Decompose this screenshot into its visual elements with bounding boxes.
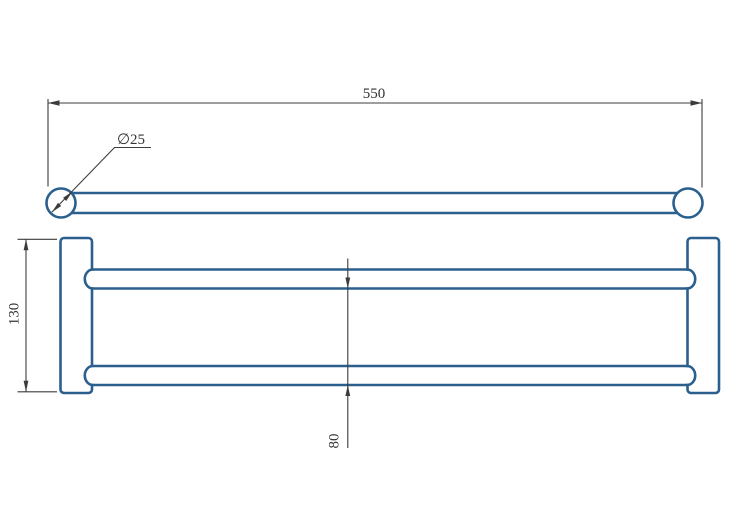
spacing-arrowhead-up-icon <box>345 385 351 396</box>
arrowhead-right-icon <box>690 100 702 106</box>
dimension-label-diameter: ∅25 <box>117 132 145 148</box>
arrowhead-up-icon <box>23 239 29 251</box>
rail-collar-right-bottom <box>687 364 697 387</box>
dimension-label-length: 550 <box>363 86 386 102</box>
arrowhead-left-icon <box>48 100 60 106</box>
rail-collar-left-bottom <box>83 364 93 387</box>
rail-collar-right-top <box>687 268 697 290</box>
dimension-label-height: 130 <box>7 303 23 326</box>
diameter-arrowhead-upper-icon <box>63 191 73 201</box>
dimension-label-spacing: 80 <box>327 434 343 449</box>
spacing-arrowhead-down-icon <box>345 277 351 289</box>
arrowhead-down-icon <box>23 380 29 392</box>
diameter-arrowhead-lower-icon <box>51 202 62 213</box>
top-view: 550 ∅25 <box>45 86 704 219</box>
right-end-cap <box>672 187 704 219</box>
front-view: 130 80 <box>7 236 721 449</box>
rail-collar-left-top <box>83 268 93 290</box>
diameter-leader-line <box>51 146 151 213</box>
